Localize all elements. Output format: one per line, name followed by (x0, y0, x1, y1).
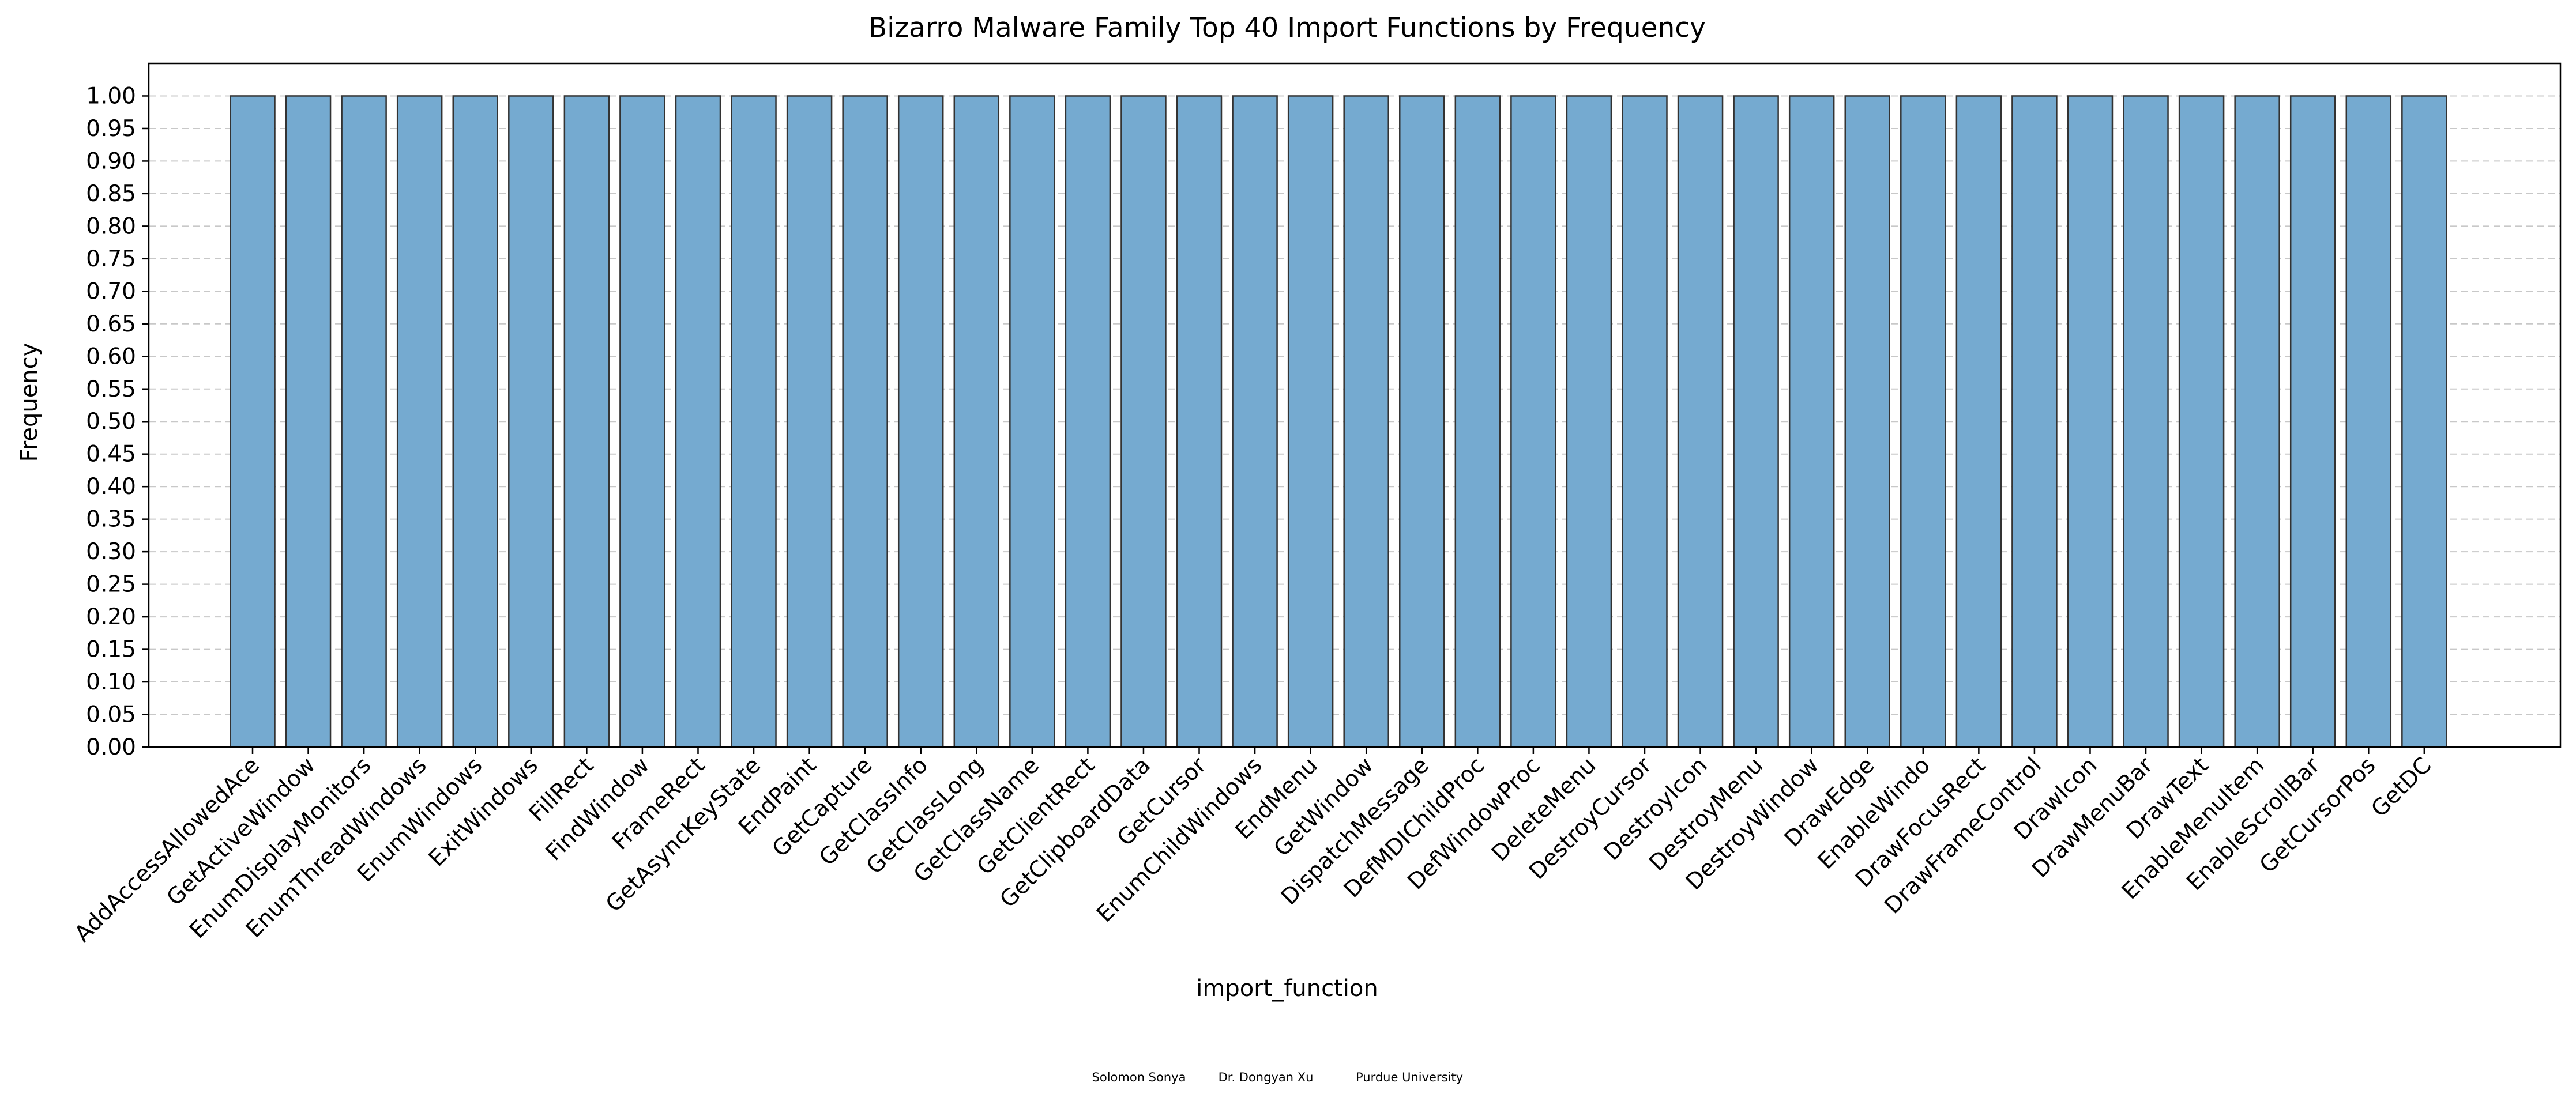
y-tick-label: 1.00 (86, 83, 136, 109)
bar (285, 95, 332, 748)
bar (675, 95, 721, 748)
bar (1399, 95, 1445, 748)
y-tick-label: 0.25 (86, 572, 136, 598)
y-tick-label: 0.75 (86, 246, 136, 272)
bar (1232, 95, 1278, 748)
y-tick-label: 0.30 (86, 539, 136, 565)
chart-title: Bizarro Malware Family Top 40 Import Fun… (868, 12, 1706, 44)
bar (2401, 95, 2447, 748)
y-tick-label: 0.60 (86, 344, 136, 369)
y-axis-label: Frequency (16, 343, 43, 462)
footer-affiliation: Purdue University (1356, 1070, 1463, 1084)
bar (1343, 95, 1389, 748)
y-tick-label: 0.05 (86, 702, 136, 728)
bar (2067, 95, 2114, 748)
bar (1176, 95, 1223, 748)
y-tick-label: 0.10 (86, 669, 136, 695)
y-tick-label: 0.50 (86, 409, 136, 435)
x-axis-label: import_function (1196, 975, 1378, 1002)
bar (2123, 95, 2169, 748)
bar (1788, 95, 1835, 748)
y-tick-label: 0.45 (86, 442, 136, 467)
bar (2289, 95, 2336, 748)
bar (1844, 95, 1890, 748)
bar (1566, 95, 1612, 748)
y-tick-label: 0.65 (86, 311, 136, 337)
y-tick-label: 0.00 (86, 734, 136, 760)
y-tick-label: 0.55 (86, 376, 136, 402)
footer-author-1: Solomon Sonya (1092, 1070, 1186, 1084)
bar (2178, 95, 2225, 748)
bar (2234, 95, 2280, 748)
bar (230, 95, 276, 748)
bar (1733, 95, 1779, 748)
plot-frame (148, 62, 2562, 748)
bars (230, 95, 2447, 748)
bar (1009, 95, 1055, 748)
y-tick-label: 0.35 (86, 507, 136, 533)
bar (1622, 95, 1668, 748)
bar (1900, 95, 1946, 748)
y-tick-label: 0.95 (86, 116, 136, 142)
bar (1955, 95, 2002, 748)
bar (953, 95, 1000, 748)
bar (786, 95, 833, 748)
bar (508, 95, 554, 748)
bar (897, 95, 944, 748)
y-tick-label: 0.15 (86, 637, 136, 663)
bar (731, 95, 777, 748)
y-tick-label: 0.40 (86, 474, 136, 500)
bar (563, 95, 610, 748)
bar (452, 95, 498, 748)
bar (619, 95, 665, 748)
bar (2011, 95, 2058, 748)
y-tick-label: 0.70 (86, 278, 136, 304)
bar (2345, 95, 2392, 748)
y-tick-label: 0.85 (86, 181, 136, 207)
bar (1510, 95, 1556, 748)
bar (1677, 95, 1724, 748)
bar (1287, 95, 1334, 748)
y-axis-ticks: 0.00 0.05 0.10 0.15 0.20 0.25 0.30 0.35 0.40 0.45… (86, 83, 149, 760)
bar (396, 95, 443, 748)
y-tick-label: 0.80 (86, 213, 136, 239)
bar (1454, 95, 1501, 748)
y-tick-label: 0.90 (86, 148, 136, 174)
bar (341, 95, 387, 748)
y-tick-label: 0.20 (86, 604, 136, 630)
bar (1065, 95, 1111, 748)
footer-author-2: Dr. Dongyan Xu (1219, 1070, 1314, 1084)
bar (1120, 95, 1167, 748)
bar (842, 95, 888, 748)
